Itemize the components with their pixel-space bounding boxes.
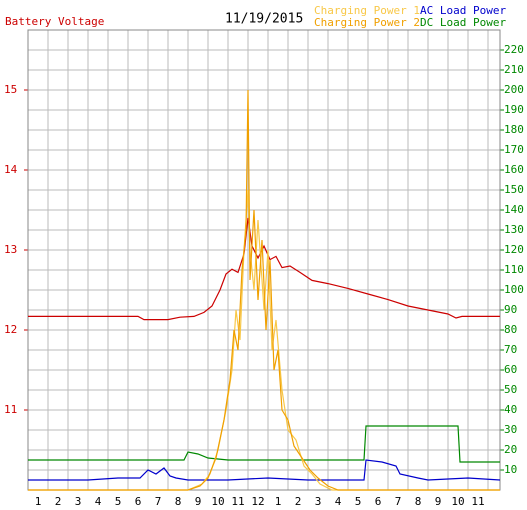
series-line [28, 89, 500, 491]
y2-tick-label: 70 [504, 343, 517, 356]
y2-tick-label: 150 [504, 183, 524, 196]
legend-entry: Charging Power 1 [314, 4, 420, 17]
y2-tick-label: 110 [504, 263, 524, 276]
x-tick-label: 5 [115, 495, 122, 508]
x-tick-label: 4 [335, 495, 342, 508]
series-line [28, 459, 501, 481]
y-tick-label: 11 [4, 403, 17, 416]
y-tick-label: 15 [4, 83, 17, 96]
y2-tick-label: 220 [504, 43, 524, 56]
x-tick-label: 1 [275, 495, 282, 508]
y-tick-label: 13 [4, 243, 17, 256]
y2-tick-label: 90 [504, 303, 517, 316]
y2-tick-label: 40 [504, 403, 517, 416]
y2-tick-label: 130 [504, 223, 524, 236]
y2-tick-label: 120 [504, 243, 524, 256]
legend-entry: Charging Power 2 [314, 16, 420, 29]
series-line [28, 217, 500, 321]
x-tick-label: 11 [471, 495, 484, 508]
y2-tick-label: 20 [504, 443, 517, 456]
y2-tick-label: 170 [504, 143, 524, 156]
legend-entry: AC Load Power [420, 4, 506, 17]
y2-tick-label: 30 [504, 423, 517, 436]
x-tick-label: 12 [251, 495, 264, 508]
x-tick-label: 9 [195, 495, 202, 508]
y2-tick-label: 200 [504, 83, 524, 96]
x-tick-label: 8 [415, 495, 422, 508]
y-tick-label: 12 [4, 323, 17, 336]
y-tick-label: 14 [4, 163, 18, 176]
y2-tick-label: 10 [504, 463, 517, 476]
x-tick-label: 10 [451, 495, 464, 508]
y2-tick-label: 160 [504, 163, 524, 176]
x-tick-label: 6 [375, 495, 382, 508]
y2-tick-label: 50 [504, 383, 517, 396]
x-tick-label: 9 [435, 495, 442, 508]
x-tick-label: 11 [231, 495, 244, 508]
y2-tick-label: 210 [504, 63, 524, 76]
x-tick-label: 2 [55, 495, 62, 508]
x-tick-label: 2 [295, 495, 302, 508]
chart-title: 11/19/2015 [225, 12, 303, 27]
legend-entry: DC Load Power [420, 16, 506, 29]
y2-tick-label: 140 [504, 203, 524, 216]
series-line [28, 425, 500, 463]
x-tick-label: 3 [75, 495, 82, 508]
y2-tick-label: 180 [504, 123, 524, 136]
x-tick-label: 1 [35, 495, 42, 508]
x-tick-label: 6 [135, 495, 142, 508]
plot-border [27, 29, 501, 491]
y-axis-label: Battery Voltage [5, 15, 104, 28]
x-tick-label: 3 [315, 495, 322, 508]
x-tick-label: 7 [395, 495, 402, 508]
x-tick-label: 7 [155, 495, 162, 508]
x-tick-label: 8 [175, 495, 182, 508]
x-tick-label: 5 [355, 495, 362, 508]
y2-tick-label: 80 [504, 323, 517, 336]
y2-tick-label: 60 [504, 363, 517, 376]
x-tick-label: 4 [95, 495, 102, 508]
y2-tick-label: 100 [504, 283, 524, 296]
x-tick-label: 10 [211, 495, 224, 508]
y2-tick-label: 190 [504, 103, 524, 116]
